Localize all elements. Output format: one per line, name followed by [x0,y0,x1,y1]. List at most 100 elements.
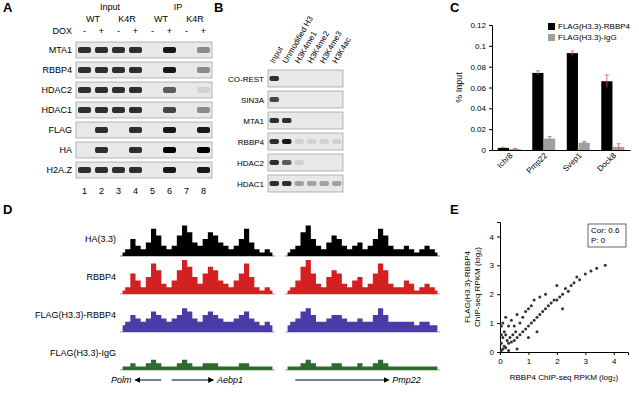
panel-label: C [450,0,460,15]
point [504,346,507,349]
band [112,127,125,133]
genotype-label: K4R [118,14,136,24]
dox-sign: + [99,26,104,36]
band [197,47,210,53]
legend-entry: FLAG(H3.3)-IgG [558,33,617,42]
point [555,299,558,302]
tick: 4 [612,352,617,366]
row-label: HDAC1 [41,105,72,115]
row-label: RBBP4 [42,65,72,75]
point [558,296,561,299]
track-label: HA(3.3) [85,234,116,244]
band [307,97,317,102]
point [544,293,547,296]
blot-background [76,62,212,78]
legend-entry: FLAG(H3.3)-RBBP4 [558,22,631,31]
tick-label: Pmp22 [525,151,550,176]
signal [288,225,438,256]
panel-label: D [3,202,12,217]
tick-mark [497,236,500,237]
point [578,278,581,281]
band [95,87,108,93]
point [553,299,556,302]
tick: 0.1 [475,42,492,51]
point [507,325,510,328]
tick-mark [489,129,492,130]
band [295,139,305,144]
bar [510,149,521,150]
error-bar [617,144,621,150]
tick-mark [497,323,500,324]
tick-mark [489,108,492,109]
point [510,340,513,343]
band [295,181,305,186]
band [95,107,108,113]
band [180,87,193,93]
annotation: Cor: 0.6 [591,226,620,235]
band [332,139,342,144]
panel-a: WTK4RInputWTK4RIPDOX-+-+-+-+MTA1RBBP4HDA… [41,2,212,196]
point [508,336,511,339]
tick-label: 4 [490,233,495,242]
band [332,181,342,186]
tick-label: 0.06 [470,84,486,93]
band [163,107,176,113]
tick-label: 3 [490,261,495,270]
y-axis: 01234 [490,223,501,358]
annotation-box [588,224,626,247]
point [527,307,530,310]
axis-title: ChIP-seq RPKM (log₂) [473,247,482,327]
band [282,97,292,102]
blot-background [76,142,212,158]
point [533,299,536,302]
blot-background [76,82,212,98]
baseline [285,370,440,371]
track-label: FLAG(H3.3)-RBBP4 [35,310,116,320]
band [270,76,280,81]
band [163,47,176,53]
point [507,342,510,345]
band [197,167,210,173]
tick-mark [528,352,529,355]
point [503,330,506,333]
point [535,330,538,333]
tick-mark [489,67,492,68]
tick: Pmp22 [525,150,550,175]
band [320,139,330,144]
band [270,181,280,186]
band [78,147,91,153]
band [112,87,125,93]
band [112,67,125,73]
signal [288,360,438,370]
annotation: P: 0 [591,236,606,245]
band [129,127,142,133]
signal [123,308,273,332]
band [270,139,280,144]
genotype-label: WT [154,14,168,24]
point [595,267,598,270]
tick-label: 2 [490,290,495,299]
point [535,316,538,319]
band [146,107,159,113]
band [320,76,330,81]
band [307,76,317,81]
blot-background [268,91,343,108]
tick-mark [489,25,492,26]
point [604,264,607,267]
band [197,87,210,93]
blot-background [76,122,212,138]
points [500,264,607,352]
point [524,310,527,313]
tick-mark [489,46,492,47]
band [129,67,142,73]
point [547,304,550,307]
band [282,76,292,81]
band [95,67,108,73]
point [506,339,509,342]
tick: 0.08 [470,63,492,72]
tick-mark [585,352,586,355]
band [307,139,317,144]
tick-label: 0 [482,146,487,155]
row-label: FLAG [48,125,72,135]
gene-label: Pmp22 [392,375,421,385]
